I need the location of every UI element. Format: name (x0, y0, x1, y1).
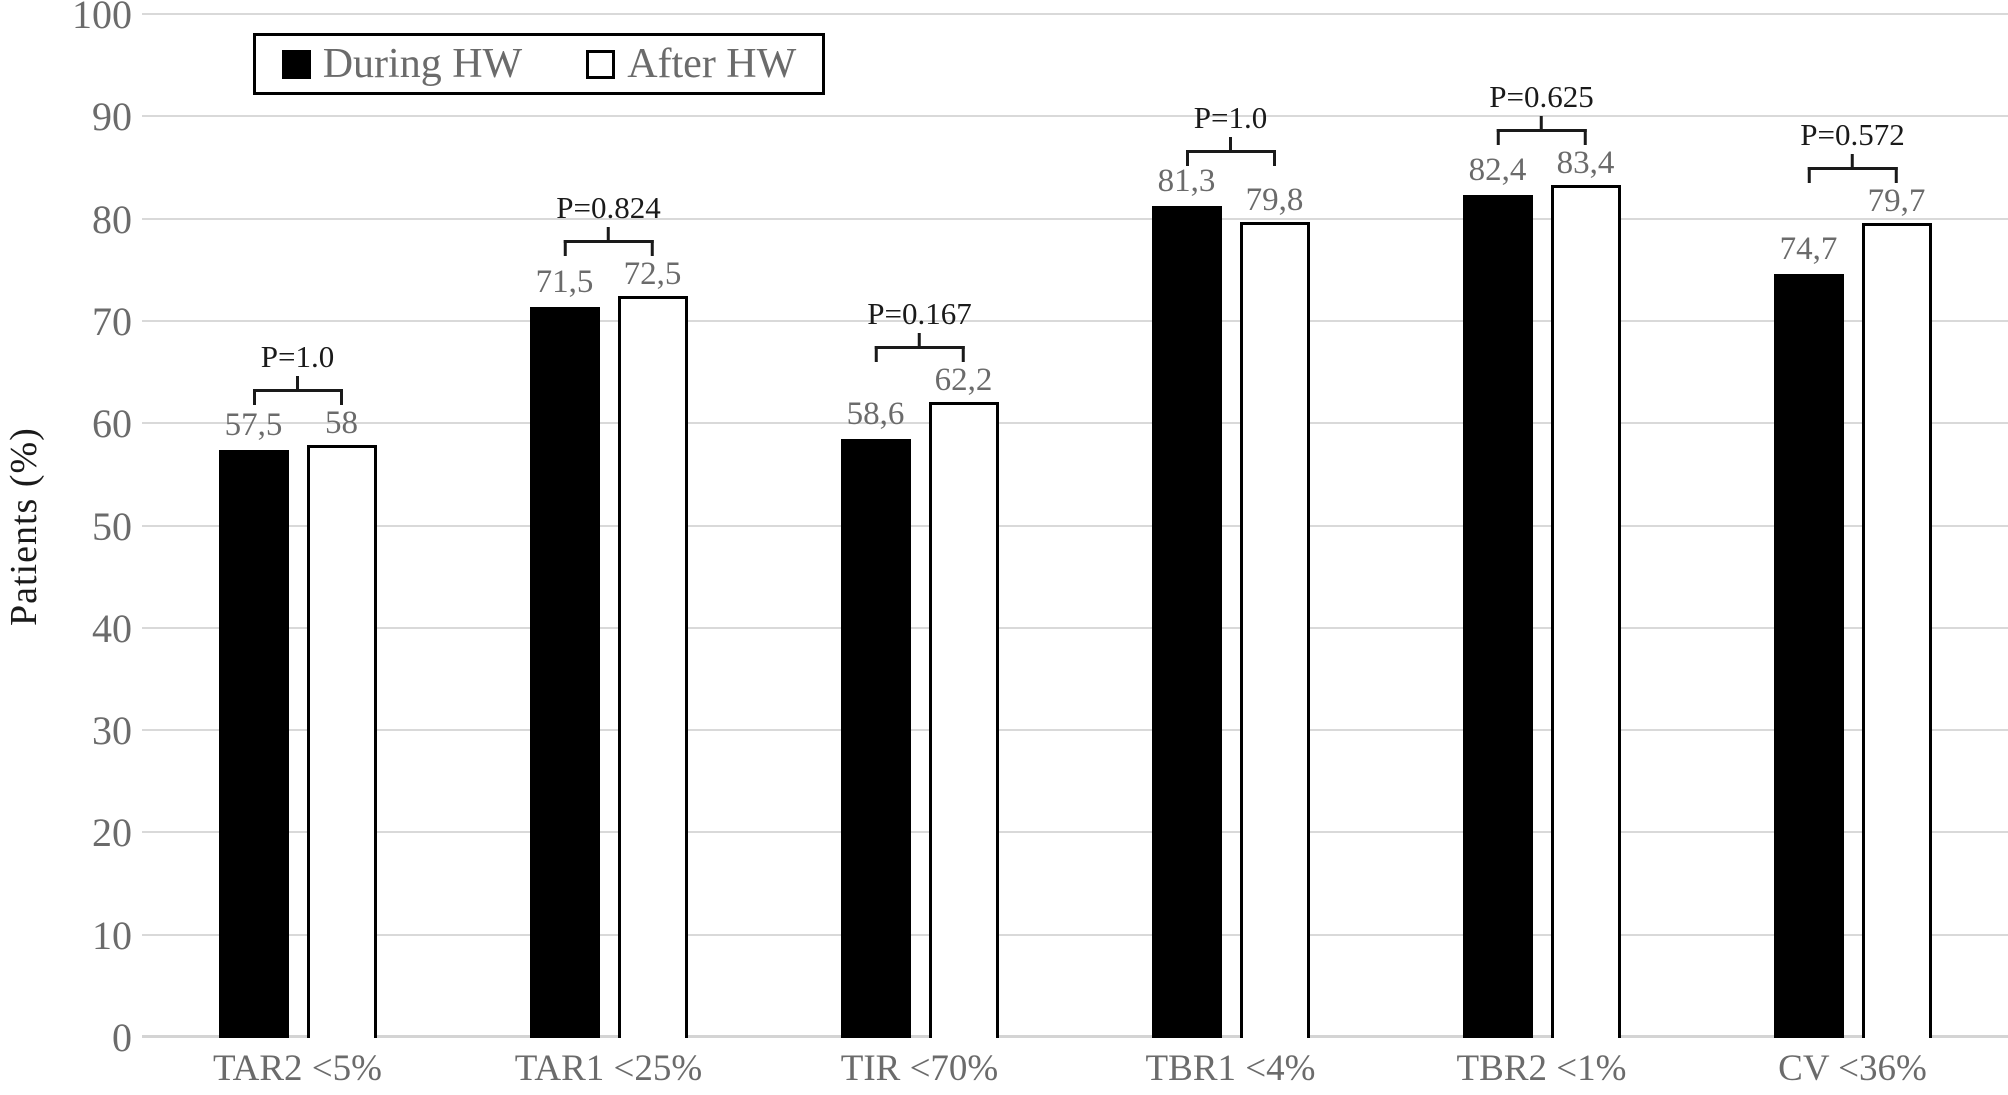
bar-value-label: 72,5 (623, 256, 682, 293)
gridline-0 (142, 1035, 2008, 1038)
bracket-mid-tick (1539, 115, 1543, 129)
p-value-label: P=0.167 (867, 295, 972, 331)
p-value-label: P=0.625 (1489, 78, 1594, 114)
bar-group-4: 81,3 79,8 P=1.0 (1075, 15, 1386, 1038)
bar-during-3: 58,6 (840, 397, 911, 1038)
bar-value-label: 83,4 (1556, 144, 1615, 181)
significance-bracket-5: P=0.625 (1489, 78, 1594, 145)
gridline-80 (142, 217, 2008, 220)
y-tick-label-20: 20 (92, 810, 132, 856)
bar-group-3: 58,6 62,2 P=0.167 (764, 15, 1075, 1038)
y-tick-label-50: 50 (92, 503, 132, 549)
gridline-100 (142, 13, 2008, 15)
significance-bracket-4: P=1.0 (1185, 100, 1276, 167)
bar-after-1: 58 (306, 406, 377, 1038)
p-value-label: P=0.572 (1800, 116, 1905, 152)
gridline-10 (142, 933, 2008, 936)
y-tick-label-0: 0 (112, 1015, 132, 1060)
y-tick-label-30: 30 (92, 708, 132, 754)
x-category-label-2: TAR1 <25% (514, 1048, 703, 1089)
bracket-shape (1185, 150, 1276, 167)
bar-during-1: 57,5 (218, 408, 289, 1038)
bar-after-6: 79,7 (1861, 184, 1932, 1038)
significance-bracket-3: P=0.167 (867, 295, 972, 362)
p-value-label: P=0.824 (556, 190, 661, 226)
bar-value-label: 81,3 (1157, 163, 1216, 200)
bar-value-label: 58 (325, 404, 358, 441)
bar-value-label: 79,8 (1245, 181, 1304, 218)
gridline-50 (142, 524, 2008, 527)
bar-during-4: 81,3 (1151, 165, 1222, 1038)
x-axis-labels: TAR2 <5% TAR1 <25% TIR <70% TBR1 <4% TBR2 <1… (142, 1050, 2008, 1087)
bar-value-label: 74,7 (1779, 230, 1838, 267)
y-tick-label-70: 70 (92, 298, 132, 344)
gridline-90 (142, 115, 2008, 118)
bar-group-5: 82,4 83,4 P=0.625 (1386, 15, 1697, 1038)
y-tick-label-90: 90 (92, 94, 132, 140)
bracket-shape (874, 345, 965, 362)
bar-after-5: 83,4 (1550, 146, 1621, 1038)
bracket-mid-tick (296, 375, 299, 389)
bar-value-label: 71,5 (535, 263, 594, 300)
y-axis-ticks: 0 10 20 30 40 50 60 70 80 90 100 (0, 0, 132, 1058)
p-value-label: P=1.0 (1193, 100, 1268, 136)
legend-item-during: During HW (281, 41, 523, 87)
after-hw-swatch-icon (586, 49, 616, 79)
legend-item-after: After HW (586, 43, 796, 85)
bar-during-6: 74,7 (1773, 232, 1844, 1038)
gridline-40 (142, 626, 2008, 629)
bar-during-2: 71,5 (529, 265, 600, 1038)
significance-bracket-6: P=0.572 (1800, 116, 1905, 183)
bar-value-label: 62,2 (934, 361, 993, 398)
bracket-mid-tick (1229, 137, 1232, 151)
bar-after-2: 72,5 (617, 258, 688, 1038)
legend: During HW After HW (253, 33, 825, 95)
x-category-label-1: TAR2 <5% (213, 1048, 382, 1089)
bar-group-6: 74,7 79,7 P=0.572 (1697, 15, 2008, 1038)
bar-value-label: 57,5 (224, 406, 283, 443)
bracket-shape (252, 388, 343, 405)
gridline-20 (142, 831, 2008, 834)
bar-after-4: 79,8 (1239, 183, 1310, 1038)
gridline-70 (142, 319, 2008, 322)
y-tick-label-100: 100 (72, 0, 132, 37)
x-category-label-4: TBR1 <4% (1145, 1048, 1316, 1089)
legend-label-after: After HW (627, 41, 797, 87)
bracket-shape (1807, 166, 1898, 183)
x-category-label-3: TIR <70% (840, 1048, 999, 1089)
y-tick-label-80: 80 (92, 196, 132, 242)
bracket-mid-tick (606, 227, 610, 241)
bar-group-2: 71,5 72,5 P=0.824 (453, 15, 764, 1038)
y-tick-label-40: 40 (92, 605, 132, 651)
gridline-60 (142, 422, 2008, 425)
bar-group-1: 57,5 58 P=1.0 (142, 15, 453, 1038)
p-value-label: P=1.0 (260, 338, 335, 374)
bar-during-5: 82,4 (1462, 154, 1533, 1038)
bracket-shape (1496, 128, 1587, 145)
bar-value-label: 58,6 (846, 395, 905, 432)
significance-bracket-1: P=1.0 (252, 338, 343, 405)
bracket-mid-tick (1850, 153, 1854, 167)
bracket-shape (563, 240, 654, 257)
x-category-label-6: CV <36% (1778, 1048, 1927, 1089)
y-tick-label-10: 10 (92, 912, 132, 958)
bar-value-label: 82,4 (1468, 152, 1527, 189)
legend-label-during: During HW (322, 41, 523, 87)
plot-area: 57,5 58 P=1.0 71,5 72,5 P=0.824 58,6 62,2 P=0.16… (142, 13, 2008, 1038)
bracket-mid-tick (917, 332, 921, 346)
x-category-label-5: TBR2 <1% (1456, 1048, 1627, 1089)
y-tick-label-60: 60 (92, 401, 132, 447)
bar-after-3: 62,2 (928, 363, 999, 1038)
gridline-30 (142, 729, 2008, 732)
bar-groups: 57,5 58 P=1.0 71,5 72,5 P=0.824 58,6 62,2 P=0.16… (142, 15, 2008, 1038)
significance-bracket-2: P=0.824 (556, 190, 661, 257)
during-hw-swatch-icon (281, 49, 311, 79)
bar-value-label: 79,7 (1867, 182, 1926, 219)
